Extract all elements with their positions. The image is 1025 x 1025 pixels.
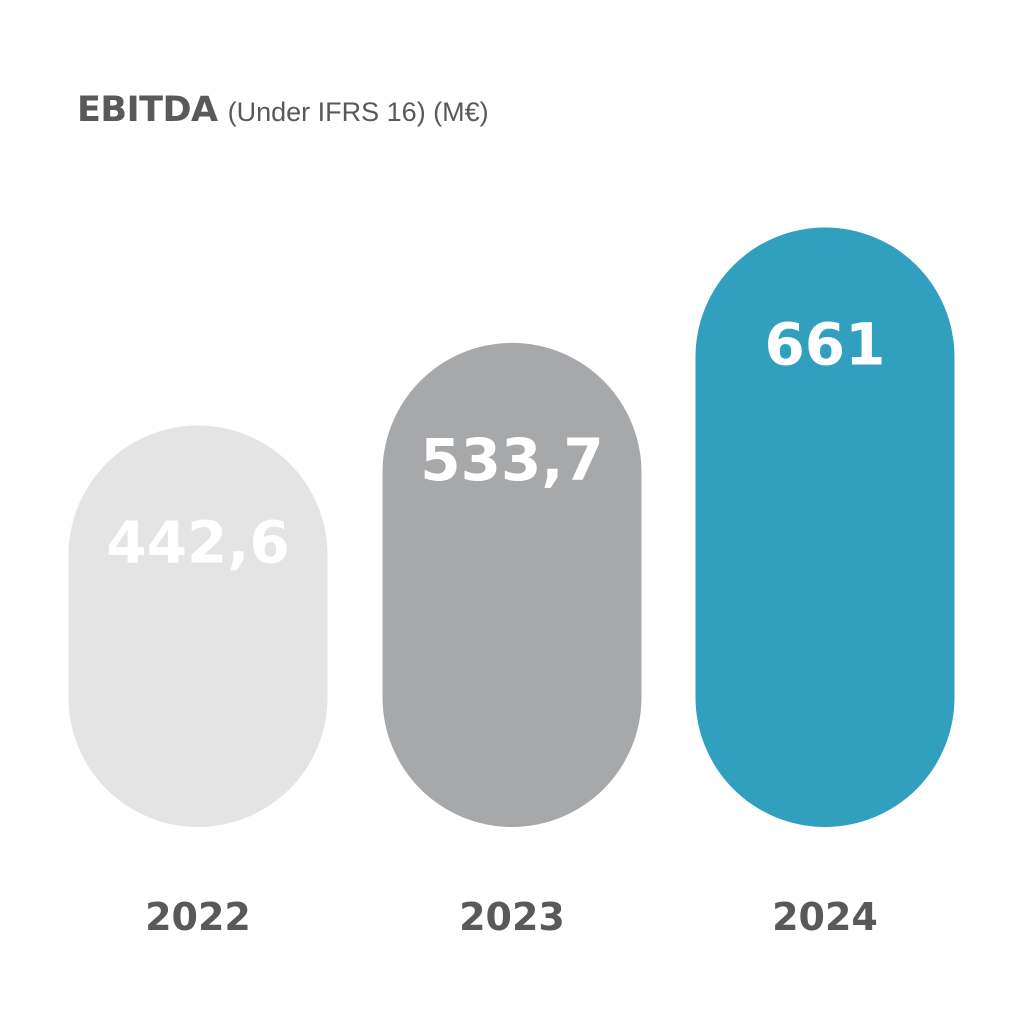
category-label-2022: 2022 <box>145 895 251 939</box>
chart-subtitle: (Under IFRS 16) (M€) <box>227 97 489 127</box>
category-label-2023: 2023 <box>459 895 565 939</box>
value-label-2023: 533,7 <box>420 426 603 494</box>
value-label-2024: 661 <box>764 310 885 378</box>
category-label-2024: 2024 <box>772 895 878 939</box>
value-label-2022: 442,6 <box>106 509 289 577</box>
chart-title: EBITDA <box>77 90 218 130</box>
bar-2023 <box>382 342 642 827</box>
bar-2024 <box>695 227 955 827</box>
bar-2022 <box>68 425 328 827</box>
chart-title-row: EBITDA (Under IFRS 16) (M€) <box>77 90 489 130</box>
